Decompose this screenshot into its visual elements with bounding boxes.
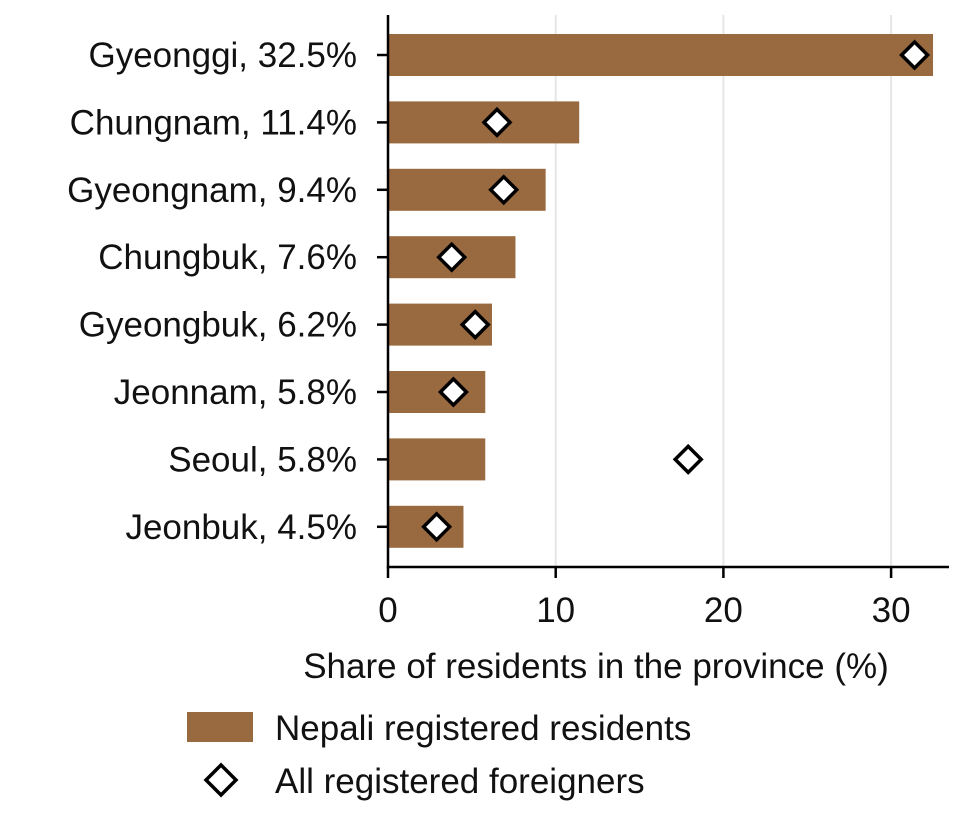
category-label-seoul: Seoul, 5.8%	[168, 440, 357, 479]
x-tick-label-0: 0	[378, 591, 397, 630]
x-ticks: 0 10 20 30	[378, 591, 910, 630]
category-label-chungbuk: Chungbuk, 7.6%	[98, 238, 357, 277]
bar-jeonnam	[388, 371, 486, 413]
marker-gyeonggi	[899, 39, 931, 71]
marker-gyeongnam	[488, 174, 520, 206]
category-labels: Gyeonggi, 32.5% Chungnam, 11.4% Gyeongnam,…	[67, 36, 357, 547]
x-tick-label-30: 30	[872, 591, 911, 630]
category-label-gyeonggi: Gyeonggi, 32.5%	[88, 36, 357, 75]
category-label-jeonbuk: Jeonbuk, 4.5%	[125, 508, 357, 547]
x-tick-label-20: 20	[704, 591, 743, 630]
legend-label-diamond: All registered foreigners	[275, 762, 645, 801]
marker-gyeongbuk	[459, 309, 491, 341]
marker-chungnam	[481, 106, 513, 138]
legend: Nepali registered residents All register…	[187, 709, 691, 801]
marker-seoul	[672, 443, 704, 475]
marker-jeonnam	[437, 376, 469, 408]
bar-gyeongnam	[388, 168, 546, 211]
axes	[377, 15, 949, 578]
legend-swatch-bar	[187, 712, 253, 742]
category-label-jeonnam: Jeonnam, 5.8%	[114, 373, 357, 412]
x-axis-title: Share of residents in the province (%)	[303, 647, 889, 686]
legend-swatch-diamond	[203, 762, 239, 798]
marker-chungbuk	[436, 241, 468, 273]
legend-label-bar: Nepali registered residents	[275, 709, 691, 748]
marker-jeonbuk	[421, 511, 453, 543]
markers	[421, 39, 931, 543]
category-label-gyeongbuk: Gyeongbuk, 6.2%	[79, 306, 357, 345]
gridlines	[554, 15, 893, 567]
category-label-chungnam: Chungnam, 11.4%	[70, 103, 357, 142]
bar-gyeonggi	[388, 34, 934, 76]
bars	[388, 34, 934, 548]
category-label-gyeongnam: Gyeongnam, 9.4%	[67, 171, 357, 210]
x-tick-label-10: 10	[536, 591, 575, 630]
bar-seoul	[388, 438, 486, 481]
